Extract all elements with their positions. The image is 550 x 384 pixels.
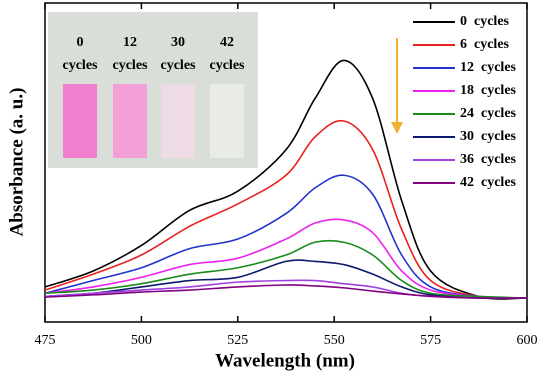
x-tick-label: 575 bbox=[420, 333, 441, 348]
cuvette bbox=[161, 84, 195, 158]
legend-label: 42 cycles bbox=[460, 175, 517, 190]
inset-label: cycles bbox=[210, 58, 246, 73]
legend-label: 18 cycles bbox=[460, 83, 517, 98]
inset-label: 0 bbox=[77, 35, 84, 50]
x-tick-label: 475 bbox=[35, 333, 56, 348]
spectrum-line bbox=[44, 239, 528, 299]
plot-frame bbox=[44, 2, 528, 323]
inset-label: 30 bbox=[171, 35, 185, 50]
spectrum-line bbox=[44, 284, 528, 300]
x-axis-title: Wavelength (nm) bbox=[215, 350, 355, 371]
legend-label: 36 cycles bbox=[460, 152, 517, 167]
inset-photo bbox=[48, 12, 258, 168]
spectrum-line bbox=[44, 259, 528, 300]
spectrum-line bbox=[44, 59, 528, 300]
inset-label: 12 bbox=[123, 35, 137, 50]
spectrum-line bbox=[44, 119, 528, 300]
legend-label: 24 cycles bbox=[460, 106, 517, 121]
cuvette bbox=[63, 84, 97, 158]
x-tick-label: 500 bbox=[131, 333, 152, 348]
cuvette bbox=[210, 84, 244, 158]
cuvette bbox=[113, 84, 147, 158]
spectrum-line bbox=[44, 174, 528, 299]
spectrum-line bbox=[44, 218, 528, 299]
legend-label: 30 cycles bbox=[460, 129, 517, 144]
x-tick-label: 600 bbox=[517, 333, 538, 348]
x-tick-label: 550 bbox=[324, 333, 345, 348]
trend-arrow-head bbox=[391, 122, 403, 134]
x-tick-label: 525 bbox=[227, 333, 248, 348]
legend-label: 12 cycles bbox=[460, 60, 517, 75]
legend-label: 6 cycles bbox=[460, 37, 510, 52]
legend-label: 0 cycles bbox=[460, 14, 510, 29]
y-axis-title: Absorbance (a. u.) bbox=[6, 88, 27, 237]
inset-label: cycles bbox=[161, 58, 197, 73]
inset-label: cycles bbox=[113, 58, 149, 73]
inset-label: 42 bbox=[220, 35, 234, 50]
inset-label: cycles bbox=[63, 58, 99, 73]
